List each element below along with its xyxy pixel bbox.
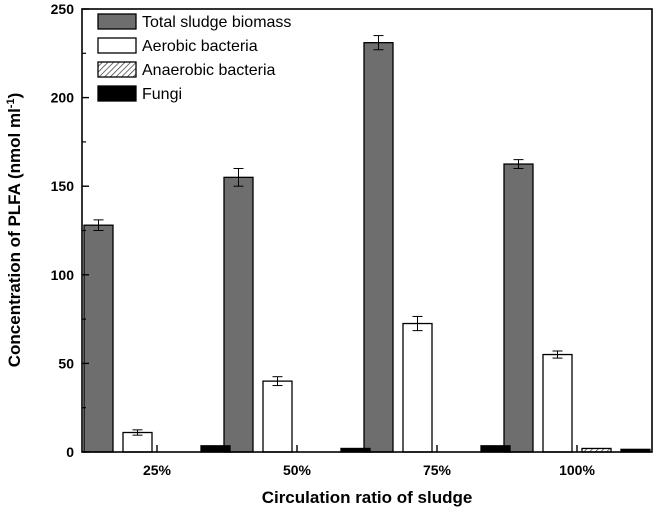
bar-1-3 [542,353,573,453]
bars-layer [83,42,651,453]
y-tick-label-2: 100 [51,267,75,283]
bar-1-2 [402,322,433,453]
bar-3-0 [200,445,231,453]
legend-label-1: Aerobic bacteria [142,38,258,55]
bar-0-0 [83,224,114,453]
y-axis-title: Concentration of PLFA (nmol ml-1) [5,93,24,368]
error-bars-layer [93,35,563,436]
y-tick-label-0: 0 [66,444,74,460]
y-tick-label-5: 250 [51,1,75,17]
y-tick-label-1: 50 [58,355,74,371]
bar-0-2 [363,42,394,453]
x-axis: 25% 50% 75% 100% [143,445,595,478]
y-axis: 0 50 100 150 200 250 [51,1,89,460]
bar-1-1 [262,380,293,453]
y-tick-label-4: 200 [51,90,75,106]
x-tick-label-3: 100% [559,462,595,478]
legend-swatch-3 [97,85,137,102]
legend: Total sludge biomass Aerobic bacteria Anae… [97,13,291,103]
legend-swatch-0 [97,13,137,30]
legend-label-2: Anaerobic bacteria [142,62,276,79]
x-tick-label-2: 75% [423,462,452,478]
y-axis-title-main: Concentration of PLFA (nmol ml [5,108,24,367]
x-axis-title: Circulation ratio of sludge [262,488,473,507]
legend-label-0: Total sludge biomass [142,14,291,31]
x-tick-label-0: 25% [143,462,172,478]
y-axis-title-close: ) [5,93,24,99]
legend-label-3: Fungi [142,86,182,103]
bar-0-1 [223,176,254,453]
bar-3-2 [480,445,511,453]
x-tick-label-1: 50% [283,462,312,478]
y-axis-title-sup: -1 [5,98,17,108]
legend-swatch-2 [97,61,137,78]
y-tick-label-3: 150 [51,178,75,194]
legend-swatch-1 [97,37,137,54]
bar-0-3 [503,163,534,453]
